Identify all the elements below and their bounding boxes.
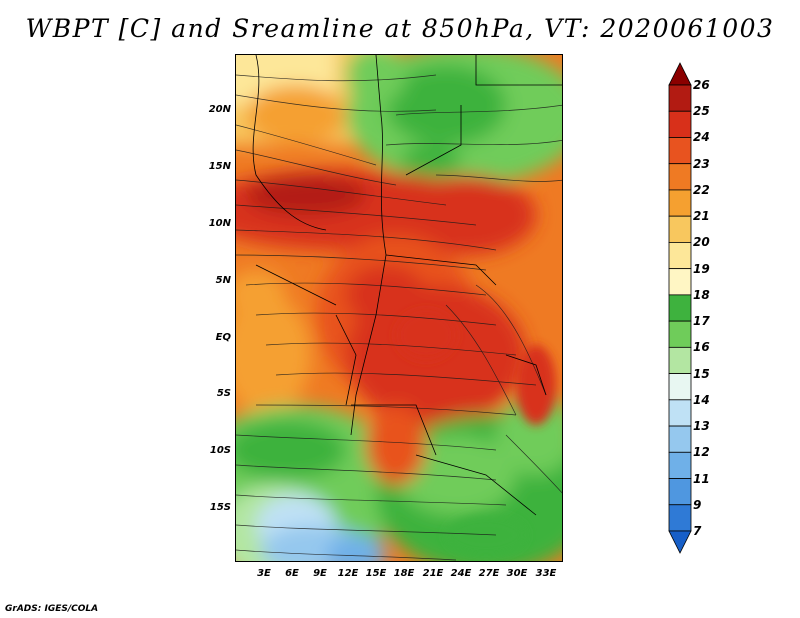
colorbar-segment bbox=[668, 425, 692, 453]
colorbar-label: 17 bbox=[693, 314, 710, 329]
x-tick-label: 12E bbox=[337, 568, 359, 579]
colorbar-segment bbox=[668, 215, 692, 243]
colorbar-segment bbox=[668, 320, 692, 348]
colorbar-segment bbox=[668, 346, 692, 374]
y-tick-label: 15S bbox=[209, 502, 231, 513]
colorbar-segment bbox=[668, 137, 692, 165]
colorbar-segment bbox=[668, 242, 692, 270]
x-tick-label: 30E bbox=[506, 568, 528, 579]
map-panel bbox=[235, 54, 563, 562]
wbpt-field bbox=[236, 55, 562, 561]
colorbar-label: 22 bbox=[693, 182, 710, 197]
credit-text: GrADS: IGES/COLA bbox=[5, 604, 99, 614]
colorbar-label: 26 bbox=[693, 78, 710, 92]
x-tick-label: 27E bbox=[478, 568, 500, 579]
colorbar-segment bbox=[668, 268, 692, 296]
colorbar-segment bbox=[668, 84, 692, 112]
colorbar-label: 9 bbox=[693, 497, 702, 512]
colorbar-label: 11 bbox=[693, 471, 710, 486]
colorbar-segment bbox=[668, 451, 692, 479]
y-tick-label: 10N bbox=[208, 218, 231, 229]
colorbar-label: 24 bbox=[693, 130, 710, 145]
colorbar bbox=[668, 62, 692, 554]
y-tick-label: 20N bbox=[208, 104, 231, 115]
boundaries bbox=[252, 55, 562, 516]
chart-title: WBPT [C] and Sreamline at 850hPa, VT: 20… bbox=[25, 14, 775, 43]
colorbar-segment bbox=[668, 294, 692, 322]
x-tick-label: 18E bbox=[393, 568, 415, 579]
x-tick-label: 15E bbox=[365, 568, 387, 579]
colorbar-label: 14 bbox=[693, 392, 710, 407]
x-tick-label: 24E bbox=[450, 568, 472, 579]
y-tick-label: 10S bbox=[209, 445, 231, 456]
colorbar-label: 13 bbox=[693, 419, 710, 434]
colorbar-label: 12 bbox=[693, 445, 710, 460]
x-tick-label: 6E bbox=[285, 568, 299, 579]
colorbar-segment bbox=[668, 478, 692, 506]
x-tick-label: 21E bbox=[422, 568, 444, 579]
y-tick-label: 5N bbox=[215, 275, 231, 286]
colorbar-label: 25 bbox=[693, 104, 710, 119]
x-tick-label: 3E bbox=[257, 568, 271, 579]
y-tick-label: EQ bbox=[215, 332, 231, 343]
colorbar-segment bbox=[668, 504, 692, 532]
colorbar-bottom-triangle bbox=[668, 530, 692, 554]
colorbar-segment bbox=[668, 189, 692, 217]
colorbar-label: 18 bbox=[693, 287, 710, 302]
colorbar-label: 20 bbox=[693, 235, 710, 250]
colorbar-segment bbox=[668, 373, 692, 401]
y-tick-label: 15N bbox=[208, 161, 231, 172]
x-tick-label: 33E bbox=[535, 568, 557, 579]
colorbar-segment bbox=[668, 399, 692, 427]
y-tick-label: 5S bbox=[216, 388, 231, 399]
colorbar-label: 19 bbox=[693, 261, 710, 276]
colorbar-label: 15 bbox=[693, 366, 710, 381]
colorbar-top-triangle bbox=[668, 62, 692, 86]
colorbar-segment bbox=[668, 110, 692, 138]
colorbar-label: 23 bbox=[693, 156, 710, 171]
colorbar-label: 21 bbox=[693, 209, 710, 224]
colorbar-label: 16 bbox=[693, 340, 710, 355]
colorbar-label: 7 bbox=[693, 524, 702, 538]
x-tick-label: 9E bbox=[313, 568, 327, 579]
colorbar-segment bbox=[668, 163, 692, 191]
